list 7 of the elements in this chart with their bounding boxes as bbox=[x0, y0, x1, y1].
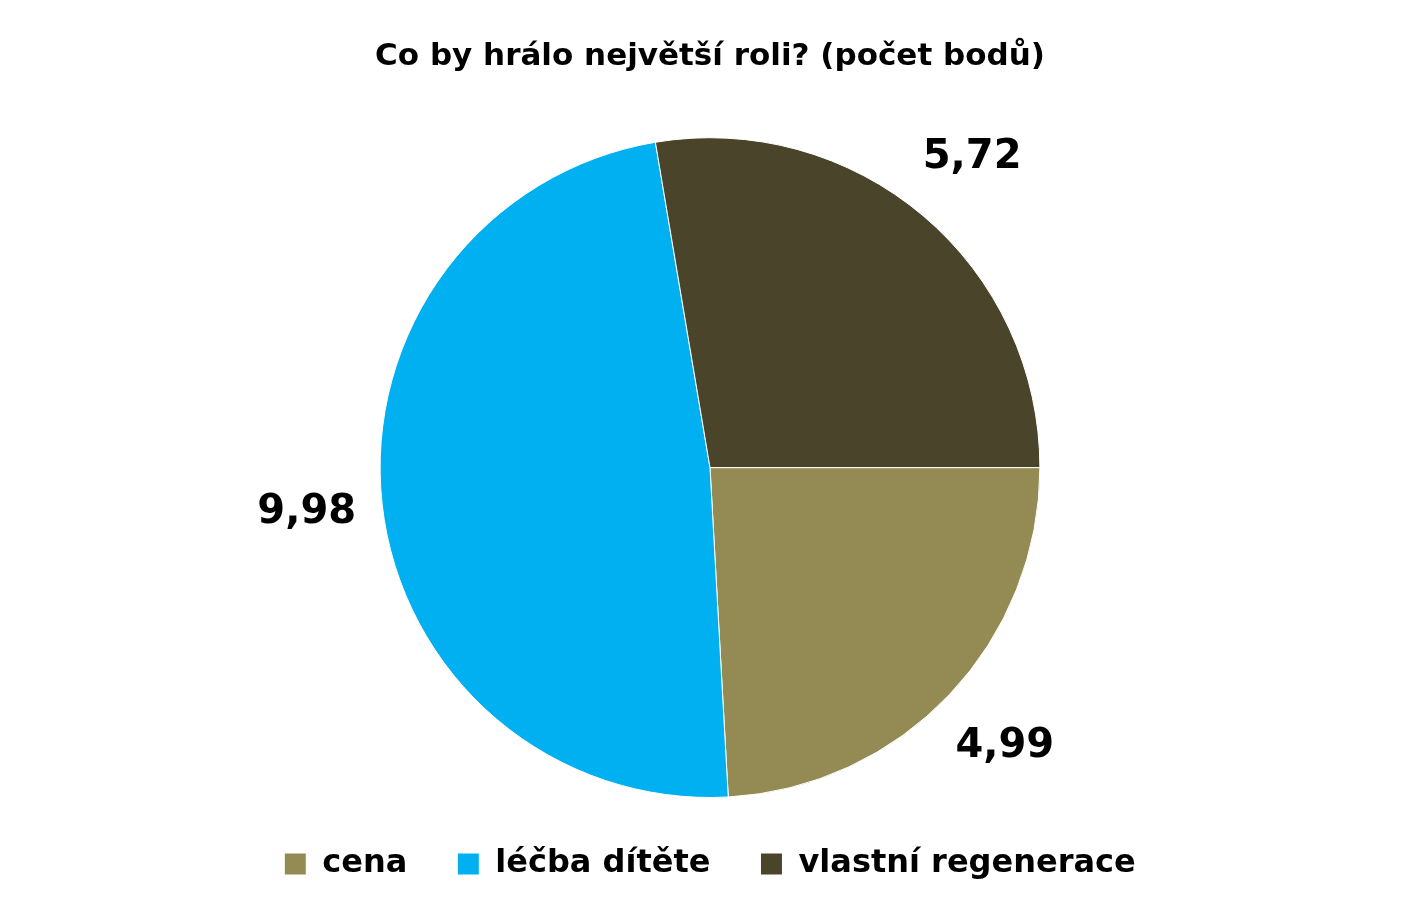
data-label: 5,72 bbox=[922, 131, 1022, 178]
legend-label: vlastní regenerace bbox=[798, 842, 1136, 881]
data-label: 9,98 bbox=[257, 485, 357, 532]
chart-title: Co by hrálo největší roli? (počet bodů) bbox=[375, 35, 1045, 72]
legend-label: cena bbox=[322, 842, 408, 881]
legend-label: léčba dítěte bbox=[495, 842, 711, 881]
data-label: 4,99 bbox=[955, 719, 1055, 766]
